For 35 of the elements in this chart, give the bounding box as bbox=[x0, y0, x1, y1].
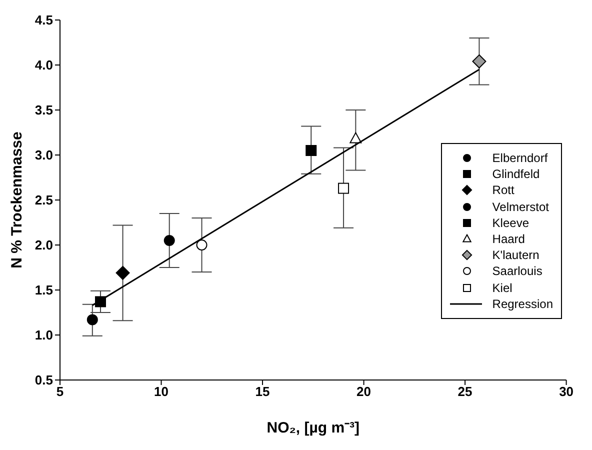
legend-label: Rott bbox=[492, 183, 514, 198]
y-tick-label: 4.5 bbox=[34, 12, 53, 28]
point bbox=[338, 182, 350, 194]
legend-label: K'lautern bbox=[492, 248, 540, 262]
x-tick-label: 15 bbox=[255, 384, 270, 400]
x-tick-label: 10 bbox=[154, 384, 168, 400]
point bbox=[164, 235, 175, 246]
x-tick-label: 20 bbox=[356, 384, 372, 400]
x-tick-label: 5 bbox=[56, 384, 64, 400]
legend-label: Haard bbox=[492, 232, 525, 246]
legend-label: Velmerstot bbox=[492, 200, 549, 214]
legend-label: Regression bbox=[492, 296, 553, 311]
point bbox=[196, 240, 208, 250]
y-tick-label: 3.0 bbox=[34, 148, 53, 163]
x-tick-label: 30 bbox=[559, 384, 574, 400]
y-axis-title: N % Trockenmasse bbox=[8, 132, 26, 268]
legend-label: Kleeve bbox=[492, 216, 529, 230]
y-tick-label: 2.0 bbox=[34, 238, 53, 253]
point bbox=[116, 266, 130, 280]
y-tick-label: 2.5 bbox=[34, 192, 53, 208]
legend-label: Kiel bbox=[492, 280, 512, 295]
legend-label: Elberndorf bbox=[492, 151, 548, 166]
y-tick-label: 3.5 bbox=[34, 102, 53, 118]
legend-label: Glindfeld bbox=[492, 167, 540, 182]
legend-label: Saarlouis bbox=[492, 264, 542, 278]
y-tick-label: 4.0 bbox=[34, 58, 53, 73]
x-axis-title: NO₂, [µg m⁻³] bbox=[266, 420, 360, 437]
y-tick-label: 1.5 bbox=[34, 282, 53, 298]
point bbox=[86, 314, 98, 326]
point bbox=[472, 54, 486, 68]
point bbox=[350, 132, 362, 144]
point bbox=[306, 145, 317, 156]
y-tick-label: 1.0 bbox=[34, 328, 53, 343]
y-tick-label: 0.5 bbox=[34, 372, 53, 388]
x-tick-label: 25 bbox=[458, 384, 472, 400]
